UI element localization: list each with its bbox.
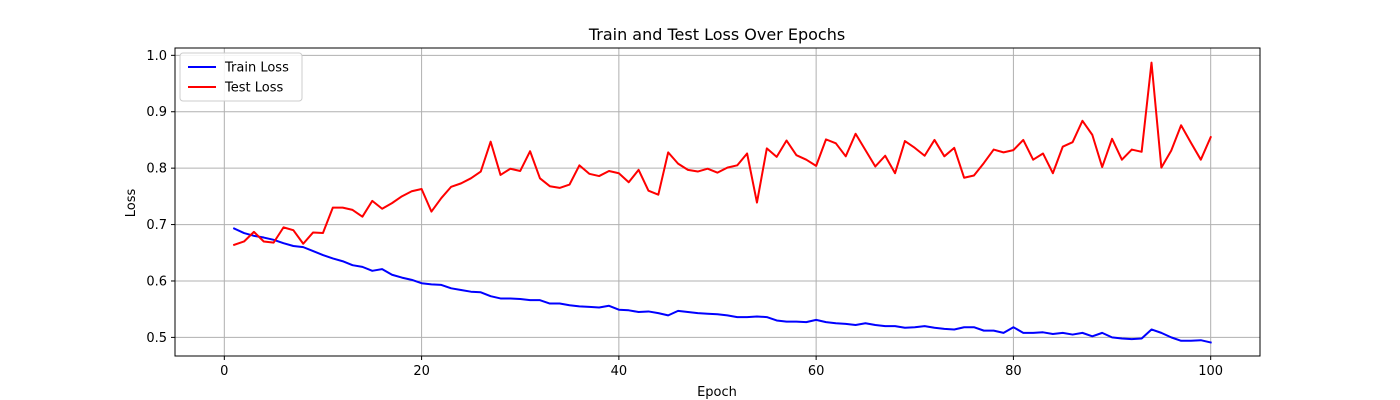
legend-label: Train Loss <box>224 61 289 76</box>
plot-frame <box>174 47 1261 357</box>
x-tick-label: 60 <box>808 364 825 379</box>
y-tick-label: 0.6 <box>146 274 167 289</box>
series-line-test-loss <box>232 61 1212 247</box>
series-line-train-loss <box>232 227 1212 344</box>
series-lines <box>232 61 1212 344</box>
y-tick-label: 0.5 <box>146 331 167 346</box>
chart-title: Train and Test Loss Over Epochs <box>588 25 845 44</box>
x-tick-label: 40 <box>611 364 628 379</box>
legend-label: Test Loss <box>224 81 283 96</box>
x-tick-label: 80 <box>1005 364 1022 379</box>
y-tick-label: 0.8 <box>146 162 167 177</box>
x-tick-label: 0 <box>220 364 228 379</box>
legend-box <box>179 52 303 102</box>
y-tick-label: 0.9 <box>146 105 167 120</box>
axis-ticks: 0 20 40 60 80 100 0.5 0.6 0.7 0.8 0.9 1.0 <box>146 49 1223 379</box>
x-tick-label: 20 <box>413 364 430 379</box>
grid <box>175 48 1260 356</box>
y-tick-label: 0.7 <box>146 218 167 233</box>
y-tick-label: 1.0 <box>146 49 167 64</box>
legend: Train Loss Test Loss <box>179 52 303 102</box>
y-axis-title: Loss <box>124 189 139 218</box>
x-axis-title: Epoch <box>697 385 737 400</box>
x-tick-label: 100 <box>1198 364 1223 379</box>
